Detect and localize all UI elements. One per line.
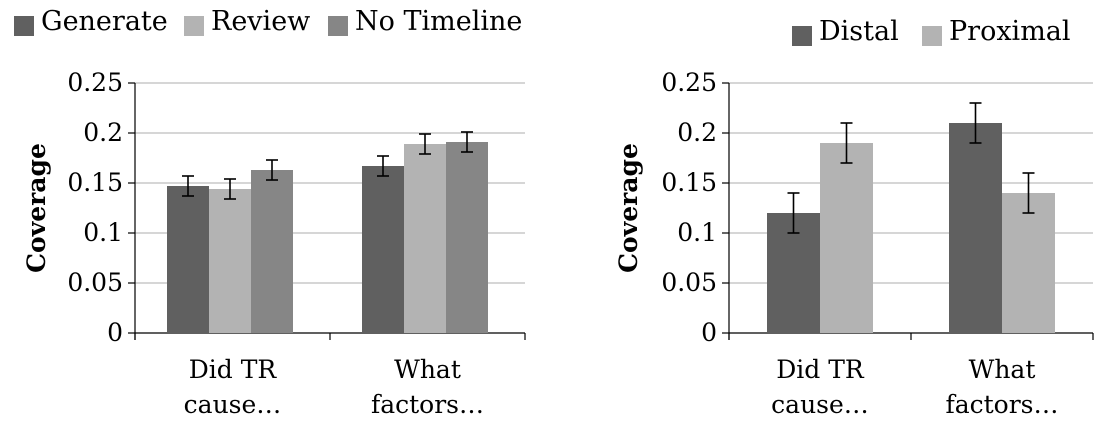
legend-label: Distal bbox=[819, 16, 899, 47]
bar-distal bbox=[949, 123, 1002, 333]
bar-generate bbox=[362, 166, 404, 333]
x-category-label: cause… bbox=[771, 390, 869, 419]
x-category-label: factors… bbox=[371, 390, 484, 419]
y-tick-label: 0.2 bbox=[677, 118, 717, 147]
x-category-label: Did TR bbox=[189, 355, 278, 384]
legend-swatch bbox=[922, 26, 942, 46]
y-tick-label: 0 bbox=[701, 318, 717, 347]
bar-review bbox=[209, 189, 251, 333]
x-category-label: What bbox=[969, 355, 1036, 384]
y-tick-label: 0.1 bbox=[677, 218, 717, 247]
y-tick-label: 0.15 bbox=[67, 168, 123, 197]
x-category-label: Did TR bbox=[776, 355, 865, 384]
y-tick-label: 0 bbox=[107, 318, 123, 347]
y-axis-label: Coverage bbox=[614, 143, 643, 273]
legend-label: Proximal bbox=[949, 16, 1071, 47]
bar-no-timeline bbox=[446, 142, 488, 333]
bar-no-timeline bbox=[251, 170, 293, 333]
legend-label: Review bbox=[211, 6, 310, 37]
x-category-label: What bbox=[394, 355, 461, 384]
y-tick-label: 0.25 bbox=[661, 68, 717, 97]
y-axis-label: Coverage bbox=[22, 143, 51, 273]
bar-proximal bbox=[820, 143, 873, 333]
y-tick-label: 0.1 bbox=[83, 218, 123, 247]
legend-swatch bbox=[184, 16, 204, 36]
bar-review bbox=[404, 144, 446, 333]
bar-proximal bbox=[1002, 193, 1055, 333]
y-tick-label: 0.05 bbox=[661, 268, 717, 297]
y-tick-label: 0.2 bbox=[83, 118, 123, 147]
legend-swatch bbox=[328, 16, 348, 36]
bar-generate bbox=[167, 186, 209, 333]
legend-label: No Timeline bbox=[355, 6, 522, 37]
chart-panel-1: 0 0.05 0.1 0.15 0.2 0.25 Did TR cause… What facto… bbox=[14, 6, 526, 419]
y-tick-label: 0.15 bbox=[661, 168, 717, 197]
chart-panel-2: 0 0.05 0.1 0.15 0.2 0.25 Did TR cause… What facto… bbox=[614, 16, 1094, 419]
x-category-label: cause… bbox=[184, 390, 282, 419]
x-category-label: factors… bbox=[945, 390, 1058, 419]
legend-label: Generate bbox=[41, 6, 168, 37]
y-tick-label: 0.25 bbox=[67, 68, 123, 97]
legend-swatch bbox=[792, 26, 812, 46]
y-tick-label: 0.05 bbox=[67, 268, 123, 297]
legend-swatch bbox=[14, 16, 34, 36]
